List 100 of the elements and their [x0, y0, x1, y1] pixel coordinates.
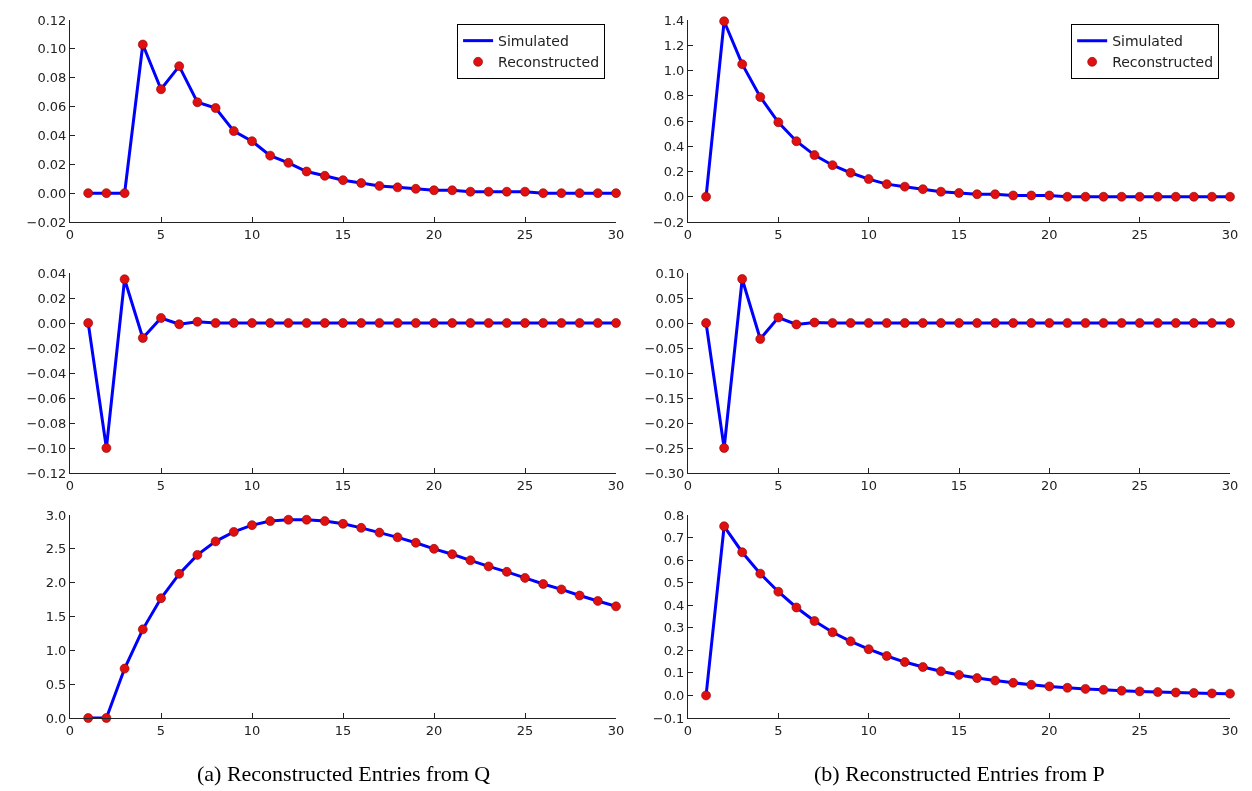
x-tick-label: 25 — [1131, 226, 1148, 242]
x-tick-label: 5 — [156, 226, 166, 242]
point — [520, 573, 530, 583]
point — [918, 184, 928, 194]
point — [863, 644, 874, 655]
y-tick-label: 0.2 — [663, 164, 685, 180]
point — [520, 318, 530, 328]
point — [411, 184, 421, 194]
point — [174, 569, 184, 579]
point — [791, 319, 802, 330]
point — [447, 185, 457, 196]
point — [881, 179, 892, 189]
point — [465, 318, 476, 328]
point — [1225, 688, 1235, 699]
point — [574, 188, 585, 198]
x-tick-label: 5 — [774, 722, 783, 738]
point — [301, 514, 312, 525]
y-tick-label: 0.2 — [663, 642, 685, 658]
point — [1189, 688, 1199, 698]
point — [283, 318, 294, 328]
point — [338, 318, 348, 328]
point — [755, 334, 766, 344]
point — [265, 150, 275, 161]
y-tick-label: −0.02 — [26, 214, 67, 230]
y-tick-label: −0.08 — [26, 415, 67, 431]
legend-label: Reconstructed — [498, 54, 600, 71]
point — [1008, 678, 1018, 688]
point — [737, 274, 747, 284]
point — [138, 39, 148, 50]
point — [1116, 685, 1127, 696]
point — [447, 549, 457, 560]
point — [1207, 318, 1217, 328]
point — [247, 136, 257, 146]
point — [593, 596, 603, 606]
point — [502, 318, 512, 328]
point — [1134, 191, 1145, 202]
point — [374, 318, 385, 328]
point — [520, 186, 530, 197]
x-tick-label: 15 — [334, 722, 352, 738]
point — [1171, 687, 1181, 698]
point — [447, 318, 457, 328]
x-tick-label: 25 — [516, 226, 534, 242]
point — [954, 318, 964, 328]
point — [356, 523, 366, 533]
point — [1189, 318, 1199, 328]
x-tick-label: 5 — [156, 477, 166, 493]
point — [229, 527, 239, 537]
point — [1134, 318, 1145, 328]
point — [392, 532, 403, 543]
y-tick-label: 0.8 — [663, 88, 685, 104]
point — [83, 318, 93, 328]
y-tick-label: 0.8 — [663, 507, 685, 523]
point — [990, 189, 1000, 200]
point — [83, 713, 93, 723]
point — [863, 174, 874, 184]
point — [338, 519, 348, 529]
point — [773, 117, 784, 128]
y-tick-label: 0.4 — [663, 597, 685, 613]
point — [701, 318, 711, 328]
point — [719, 521, 729, 532]
point — [900, 657, 910, 667]
point — [101, 188, 112, 198]
y-tick-label: −0.06 — [26, 390, 67, 406]
point — [320, 171, 330, 181]
point — [1008, 318, 1018, 328]
x-tick-label: 30 — [1221, 477, 1239, 493]
point — [936, 186, 946, 197]
x-tick-label: 25 — [1131, 477, 1148, 493]
point — [1225, 191, 1235, 202]
y-tick-label: 1.0 — [45, 642, 67, 658]
y-tick-label: 0.02 — [37, 156, 67, 172]
point — [210, 103, 221, 113]
point — [593, 318, 603, 328]
y-tick-label: 0.1 — [663, 665, 685, 681]
point — [1044, 318, 1055, 328]
point — [429, 185, 439, 196]
y-tick-label: −0.05 — [644, 340, 685, 356]
point — [1152, 687, 1163, 697]
point — [1225, 318, 1235, 328]
point — [283, 158, 294, 168]
point — [1026, 318, 1037, 328]
point — [773, 586, 784, 597]
x-tick-label: 15 — [950, 477, 968, 493]
point — [791, 136, 802, 146]
point — [538, 188, 548, 198]
y-tick-label: 0.00 — [37, 315, 67, 331]
x-tick-label: 20 — [1041, 477, 1058, 493]
y-tick-label: 0.0 — [663, 189, 685, 205]
point — [502, 186, 512, 197]
x-tick-label: 5 — [774, 477, 783, 493]
point — [483, 186, 494, 197]
point — [1207, 191, 1217, 202]
point — [429, 318, 439, 328]
point — [265, 516, 275, 526]
y-tick-label: 0.5 — [663, 575, 685, 591]
x-tick-label: 15 — [950, 226, 968, 242]
point — [192, 316, 203, 327]
point — [809, 616, 820, 626]
point — [1026, 190, 1037, 201]
point — [845, 636, 856, 647]
